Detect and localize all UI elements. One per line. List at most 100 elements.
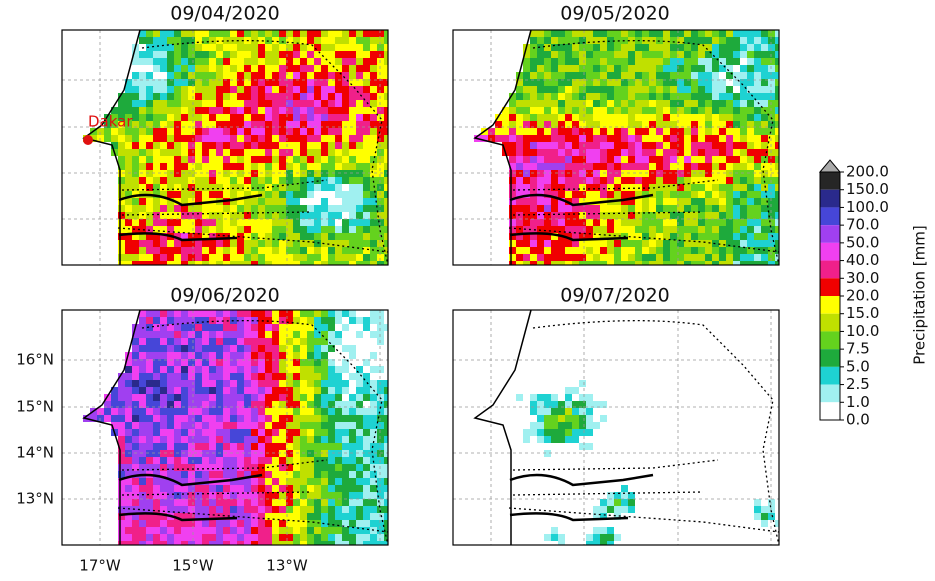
precip-cell: [544, 44, 551, 51]
precip-cell: [572, 177, 579, 184]
precip-cell: [111, 114, 118, 121]
precip-cell: [286, 380, 293, 387]
precip-cell: [370, 233, 377, 240]
precip-cell: [370, 198, 377, 205]
precip-cell: [328, 58, 335, 65]
precip-cell: [111, 142, 118, 149]
precip-cell: [146, 72, 153, 79]
precip-cell: [286, 114, 293, 121]
precip-cell: [223, 156, 230, 163]
precip-cell: [230, 324, 237, 331]
precip-cell: [761, 128, 768, 135]
precip-cell: [726, 219, 733, 226]
precip-cell: [181, 541, 188, 545]
precip-cell: [216, 254, 223, 261]
precip-cell: [286, 79, 293, 86]
precip-cell: [251, 527, 258, 534]
precip-cell: [272, 345, 279, 352]
precip-cell: [733, 30, 740, 37]
precip-cell: [579, 219, 586, 226]
precip-cell: [558, 191, 565, 198]
precip-cell: [195, 492, 202, 499]
precip-cell: [160, 429, 167, 436]
precip-cell: [300, 135, 307, 142]
precip-cell: [551, 534, 558, 541]
precip-cell: [726, 240, 733, 247]
precip-cell: [377, 408, 384, 415]
precip-cell: [537, 128, 544, 135]
precip-cell: [300, 436, 307, 443]
precip-cell: [684, 212, 691, 219]
precip-cell: [663, 72, 670, 79]
precip-field: [83, 310, 388, 545]
precip-cell: [523, 198, 530, 205]
precip-cell: [691, 107, 698, 114]
precip-cell: [579, 394, 586, 401]
precip-cell: [216, 366, 223, 373]
precip-cell: [607, 107, 614, 114]
precip-cell: [279, 485, 286, 492]
precip-cell: [328, 240, 335, 247]
precip-cell: [202, 142, 209, 149]
precip-cell: [125, 373, 132, 380]
precip-cell: [558, 37, 565, 44]
precip-cell: [286, 310, 293, 317]
precip-cell: [572, 415, 579, 422]
precip-cell: [537, 170, 544, 177]
precip-cell: [370, 415, 377, 422]
precip-cell: [293, 261, 300, 265]
precip-cell: [649, 240, 656, 247]
precip-cell: [272, 100, 279, 107]
precip-cell: [342, 240, 349, 247]
precip-cell: [663, 191, 670, 198]
precip-cell: [509, 163, 516, 170]
precip-cell: [377, 429, 384, 436]
precip-cell: [286, 359, 293, 366]
precip-cell: [523, 156, 530, 163]
precip-cell: [279, 373, 286, 380]
precip-cell: [733, 100, 740, 107]
precip-cell: [370, 471, 377, 478]
precip-cell: [181, 198, 188, 205]
precip-cell: [551, 121, 558, 128]
precip-cell: [153, 233, 160, 240]
precip-cell: [684, 205, 691, 212]
precip-cell: [111, 135, 118, 142]
precip-cell: [684, 226, 691, 233]
precip-cell: [537, 93, 544, 100]
precip-cell: [754, 261, 761, 265]
precip-cell: [209, 184, 216, 191]
precip-cell: [244, 338, 251, 345]
precip-cell: [775, 205, 779, 212]
precip-cell: [279, 226, 286, 233]
precip-cell: [614, 79, 621, 86]
precip-cell: [286, 499, 293, 506]
precip-cell: [153, 366, 160, 373]
precip-cell: [132, 345, 139, 352]
precip-cell: [244, 226, 251, 233]
precip-cell: [551, 247, 558, 254]
precip-cell: [656, 51, 663, 58]
precip-cell: [363, 205, 370, 212]
precip-cell: [740, 135, 747, 142]
precip-cell: [251, 226, 258, 233]
precip-cell: [237, 107, 244, 114]
precip-cell: [761, 100, 768, 107]
precip-cell: [300, 513, 307, 520]
precip-cell: [279, 415, 286, 422]
precip-cell: [593, 156, 600, 163]
precip-cell: [349, 520, 356, 527]
precip-cell: [321, 198, 328, 205]
precip-cell: [642, 149, 649, 156]
precip-cell: [656, 163, 663, 170]
precip-cell: [356, 44, 363, 51]
precip-cell: [356, 149, 363, 156]
precip-cell: [349, 107, 356, 114]
precip-cell: [712, 114, 719, 121]
precip-cell: [153, 387, 160, 394]
precip-cell: [118, 373, 125, 380]
precip-cell: [258, 492, 265, 499]
precip-cell: [167, 72, 174, 79]
precip-cell: [216, 240, 223, 247]
precip-cell: [244, 464, 251, 471]
